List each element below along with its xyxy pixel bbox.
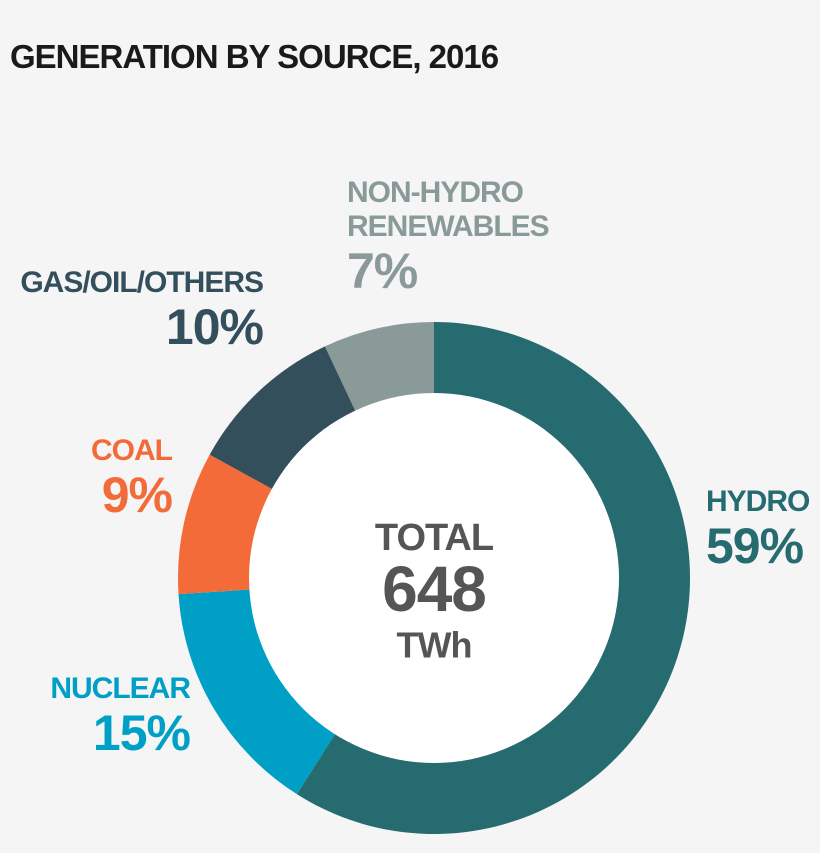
category-label: NUCLEAR bbox=[50, 672, 191, 705]
donut-segment bbox=[209, 346, 356, 490]
segment-label: COAL 9% bbox=[91, 434, 173, 523]
donut-segment bbox=[177, 454, 273, 595]
segment-label: GAS/OIL/OTHERS 10% bbox=[20, 266, 264, 355]
center-total: 648 bbox=[382, 553, 486, 625]
donut-segment bbox=[178, 589, 336, 795]
value-label: 10% bbox=[165, 299, 264, 355]
category-label: COAL bbox=[91, 434, 173, 467]
value-label: 9% bbox=[101, 467, 173, 523]
donut-segment bbox=[296, 322, 690, 834]
chart-title: GENERATION BY SOURCE, 2016 bbox=[10, 38, 499, 75]
donut-segment bbox=[325, 322, 434, 412]
center-label: TOTAL bbox=[375, 517, 494, 559]
category-label: HYDRO bbox=[706, 485, 810, 518]
donut-hole bbox=[249, 393, 619, 763]
segment-label: NON-HYDRO RENEWABLES 7% bbox=[347, 176, 557, 298]
value-label: 7% bbox=[347, 243, 418, 299]
value-label: 59% bbox=[706, 518, 804, 574]
value-label: 15% bbox=[92, 705, 191, 761]
segment-label: HYDRO 59% bbox=[706, 485, 810, 574]
center-unit: TWh bbox=[397, 625, 472, 666]
category-label: GAS/OIL/OTHERS bbox=[20, 266, 264, 299]
category-label: NON-HYDRO RENEWABLES bbox=[347, 176, 550, 243]
segment-label: NUCLEAR 15% bbox=[50, 672, 191, 761]
